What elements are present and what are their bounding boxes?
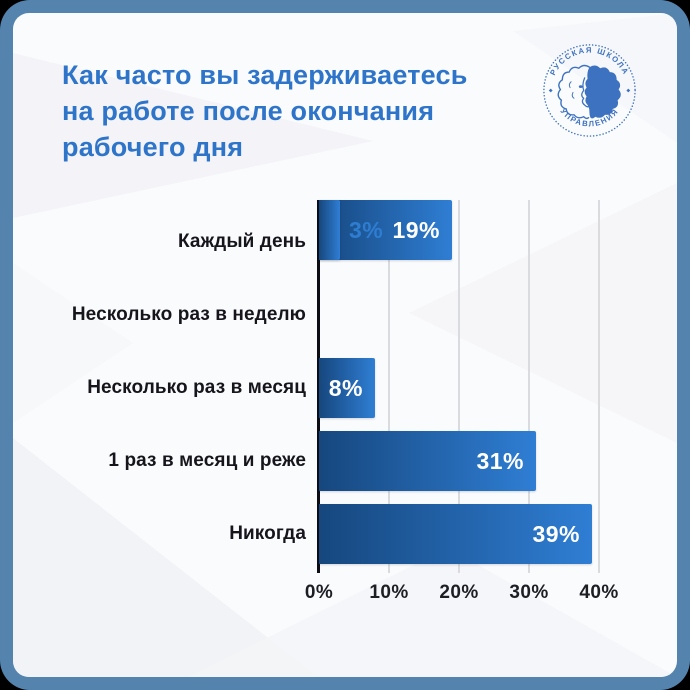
infographic-card: Как часто вы задерживаетесь на работе по… (13, 13, 677, 677)
bar-value-label: 39% (532, 520, 580, 547)
bar-row: 8% (319, 358, 599, 418)
bar-row: 39% (319, 504, 599, 564)
category-label: 1 раз в месяц и реже (108, 450, 306, 471)
bar-row: 3% (319, 200, 599, 260)
title-line: рабочего дня (62, 132, 244, 162)
bar-value-label: 31% (476, 447, 524, 474)
x-tick-label: 10% (369, 582, 409, 603)
category-labels: Каждый день Несколько раз в неделю Неско… (40, 200, 306, 573)
category-label: Несколько раз в неделю (71, 304, 306, 325)
category-label: Никогда (229, 523, 306, 544)
bar-row: 19% (319, 200, 599, 260)
plot-area: 8% 31% 39% 19% (305, 200, 618, 603)
y-axis-line (317, 200, 320, 573)
x-tick-label: 40% (579, 582, 619, 603)
bar: 39% (319, 504, 592, 564)
bar-row: 31% (319, 431, 599, 491)
bar-value-label: 8% (328, 374, 363, 401)
bar: 31% (319, 431, 536, 491)
gridline (598, 200, 600, 573)
bar: 3% (319, 200, 383, 260)
bar-value-label: 19% (392, 216, 440, 243)
gridline (388, 200, 390, 573)
title-line: Как часто вы задерживаетесь (62, 60, 468, 90)
grid-layer (318, 200, 608, 573)
bar: 8% (319, 358, 375, 418)
gridline (458, 200, 460, 573)
rsu-logo: РУССКАЯ ШКОЛА УПРАВЛЕНИЯ (541, 42, 638, 139)
x-tick-label: 30% (509, 582, 549, 603)
x-tick-label: 0% (304, 582, 334, 603)
x-axis-ticks: 0% 10% 20% 30% 40% (305, 582, 618, 608)
x-tick-label: 20% (439, 582, 479, 603)
bar: 19% (319, 200, 452, 260)
bar-value-label: 3% (349, 216, 384, 243)
lion-head-icon (557, 64, 621, 120)
category-label: Каждый день (178, 231, 306, 252)
logo-dotted-ring (543, 44, 636, 137)
gridline (528, 200, 530, 573)
lowpoly-background-texture (13, 13, 677, 677)
category-label: Несколько раз в месяц (87, 377, 306, 398)
bar-chart: Каждый день Несколько раз в неделю Неско… (13, 200, 677, 603)
title-line: на работе после окончания (62, 96, 435, 126)
page-title: Как часто вы задерживаетесь на работе по… (62, 57, 468, 165)
